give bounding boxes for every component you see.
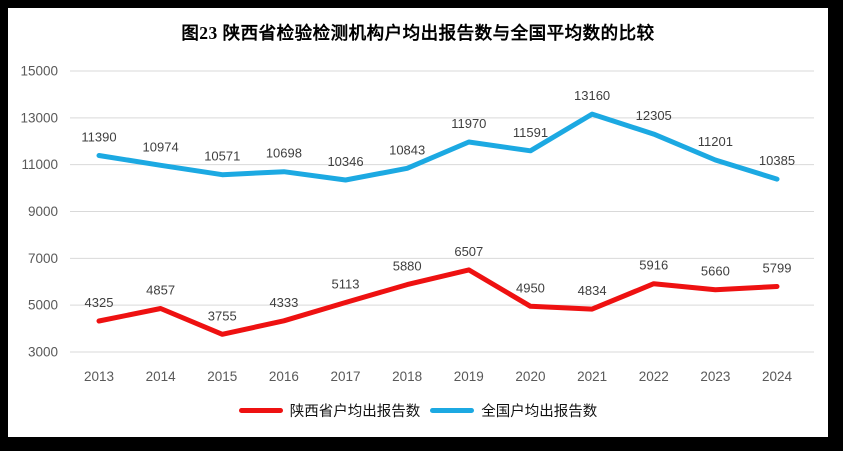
- series-line-1: [96, 111, 780, 183]
- data-label-series-1: 10385: [759, 153, 795, 168]
- x-axis-label: 2024: [762, 369, 793, 384]
- data-label-series-0: 3755: [208, 308, 237, 323]
- data-label-series-0: 4857: [146, 283, 175, 298]
- y-axis-tick-label: 11000: [21, 157, 58, 172]
- data-label-series-0: 4333: [269, 295, 298, 310]
- data-label-series-0: 4834: [578, 283, 607, 298]
- data-label-series-0: 5113: [332, 277, 360, 292]
- legend-label-shaanxi: 陕西省户均出报告数: [289, 404, 421, 420]
- y-axis-tick-label: 15000: [20, 64, 58, 79]
- chart-legend: 陕西省户均出报告数 全国户均出报告数: [8, 400, 828, 421]
- x-axis-label: 2019: [454, 369, 484, 384]
- legend-item-national: 全国户均出报告数: [430, 400, 597, 421]
- blue-line-marker-icon: [430, 408, 475, 413]
- y-axis-tick-label: 7000: [28, 251, 58, 266]
- y-axis-tick-label: 9000: [28, 204, 58, 219]
- data-label-series-1: 11591: [513, 125, 548, 140]
- x-axis-label: 2020: [515, 369, 545, 384]
- x-axis-label: 2017: [331, 369, 361, 384]
- data-label-series-1: 11970: [451, 116, 486, 131]
- x-axis-label: 2016: [269, 369, 299, 384]
- data-label-series-0: 6507: [454, 244, 483, 259]
- data-label-series-0: 4325: [85, 295, 114, 310]
- data-label-series-1: 10571: [204, 149, 240, 164]
- x-axis-label: 2022: [639, 369, 669, 384]
- x-axis-label: 2023: [700, 369, 730, 384]
- data-label-series-1: 10843: [389, 142, 425, 157]
- legend-label-national: 全国户均出报告数: [481, 404, 598, 420]
- legend-item-shaanxi: 陕西省户均出报告数: [238, 400, 421, 421]
- data-label-series-0: 5799: [763, 261, 792, 276]
- x-axis-label: 2015: [207, 369, 237, 384]
- data-label-series-1: 13160: [574, 88, 610, 103]
- data-label-series-1: 11201: [698, 134, 733, 149]
- data-label-series-0: 5916: [639, 258, 668, 273]
- chart-title: 图23 陕西省检验检测机构户均出报告数与全国平均数的比较: [181, 23, 655, 43]
- data-label-series-1: 10698: [266, 146, 302, 161]
- y-axis-tick-label: 5000: [28, 298, 58, 313]
- x-axis-label: 2018: [392, 369, 422, 384]
- data-label-series-1: 10346: [327, 154, 363, 169]
- data-label-series-1: 11390: [81, 130, 116, 145]
- data-label-series-1: 12305: [636, 108, 672, 123]
- y-axis-tick-label: 3000: [28, 345, 58, 360]
- red-line-marker-icon: [238, 408, 283, 413]
- x-axis-label: 2013: [84, 369, 114, 384]
- x-axis-label: 2021: [577, 369, 607, 384]
- data-label-series-0: 5880: [393, 259, 422, 274]
- chart-canvas: 图23 陕西省检验检测机构户均出报告数与全国平均数的比较 15000 13000 1…: [8, 8, 828, 437]
- series-line-0: [96, 267, 780, 337]
- y-axis-tick-label: 13000: [20, 110, 58, 125]
- x-axis-label: 2014: [146, 369, 177, 384]
- data-label-series-0: 5660: [701, 264, 730, 279]
- data-label-series-0: 4950: [516, 280, 545, 295]
- line-chart-plot-area: 15000 13000 11000 9000 7000 5000 3000 2013 2014 2…: [20, 64, 814, 384]
- data-label-series-1: 10974: [143, 139, 179, 154]
